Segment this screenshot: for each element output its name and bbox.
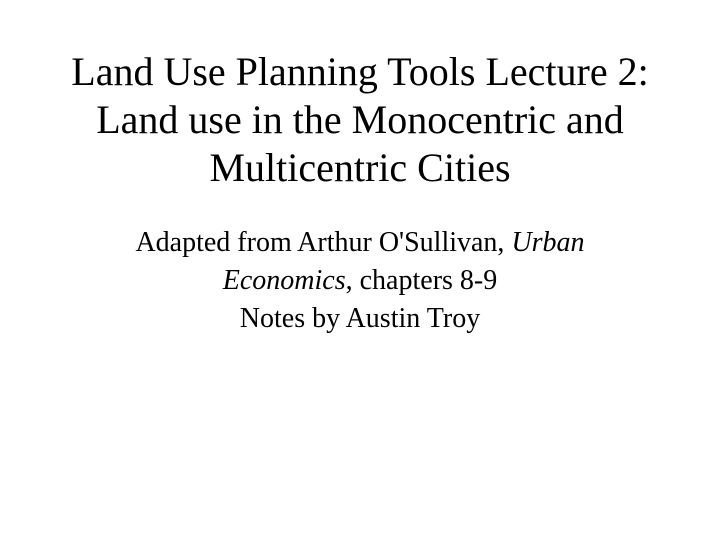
subtitle-source-pre: Adapted from Arthur O'Sullivan, (135, 227, 511, 258)
slide-title: Land Use Planning Tools Lecture 2: Land … (50, 48, 670, 192)
slide-subtitle: Adapted from Arthur O'Sullivan, Urban Ec… (100, 224, 620, 337)
subtitle-source-post: , chapters 8-9 (346, 265, 498, 296)
subtitle-author: Notes by Austin Troy (240, 303, 480, 334)
